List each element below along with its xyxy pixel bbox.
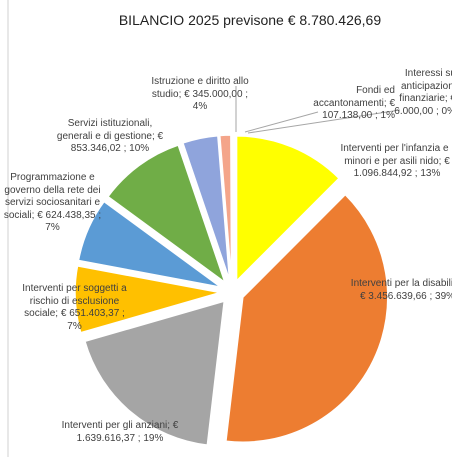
pie-slice bbox=[83, 300, 226, 446]
chart-title: BILANCIO 2025 previsone € 8.780.426,69 bbox=[118, 12, 382, 28]
pie-slice bbox=[225, 193, 389, 443]
pie-slice bbox=[106, 144, 227, 285]
slice-label: Interessi su anticipazioni finanziarie; … bbox=[378, 68, 452, 118]
slice-label: Interventi per gli anziani; € 1.639.616,… bbox=[45, 420, 195, 445]
value-label: 651.403,37 ; 7% bbox=[67, 308, 125, 332]
value-label: 345.000,00 ; 4% bbox=[192, 88, 249, 113]
slice-label: Istruzione e diritto allo studio; € 345.… bbox=[145, 76, 255, 114]
pie-slice bbox=[230, 134, 233, 281]
category-name: Servizi istituzionali, generali e di ges… bbox=[56, 118, 164, 142]
slice-label: Fondi ed accantonamenti; € 107.138,00 ; … bbox=[295, 85, 395, 123]
leader-line bbox=[244, 111, 319, 133]
category-name: Istruzione e diritto allo studio; € bbox=[151, 76, 249, 100]
leader-line bbox=[247, 109, 401, 134]
category-name: Interventi per l'infanzia e i minori e p… bbox=[340, 143, 452, 167]
slice-label: Interventi per la disabilità; € 3.456.63… bbox=[350, 278, 452, 303]
category-name: Interessi su anticipazioni finanziarie; … bbox=[399, 68, 452, 104]
value-label: 1.639.616,37 ; 19% bbox=[76, 432, 164, 444]
pie-slice bbox=[74, 264, 221, 334]
pie-slice bbox=[235, 135, 341, 283]
category-name: Interventi per soggetti a rischio di esc… bbox=[22, 283, 127, 319]
slice-label: Servizi istituzionali, generali e di ges… bbox=[55, 118, 165, 156]
value-label: 6.000,00 ; 0% bbox=[394, 105, 452, 117]
slice-label: Programmazione e governo della rete dei … bbox=[0, 172, 105, 235]
value-label: 107.138,00 ; 1% bbox=[322, 110, 395, 121]
value-label: 624.438,35 ; 7% bbox=[45, 209, 102, 234]
category-name: Fondi ed accantonamenti; € bbox=[313, 85, 395, 109]
pie-slice bbox=[181, 134, 231, 281]
category-name: Interventi per la disabilità; € bbox=[350, 278, 452, 302]
category-name: Interventi per gli anziani; € bbox=[61, 420, 179, 431]
category-name: Programmazione e governo della rete dei … bbox=[3, 172, 101, 221]
slice-label: Interventi per soggetti a rischio di esc… bbox=[22, 283, 127, 333]
pie-slice bbox=[77, 200, 222, 288]
slice-label: Interventi per l'infanzia e i minori e p… bbox=[338, 143, 452, 181]
value-label: 1.096.844,92 ; 13% bbox=[353, 168, 441, 179]
value-label: 3.456.639,66 ; 39% bbox=[368, 290, 452, 302]
value-label: 853.346,02 ; 10% bbox=[70, 143, 150, 154]
